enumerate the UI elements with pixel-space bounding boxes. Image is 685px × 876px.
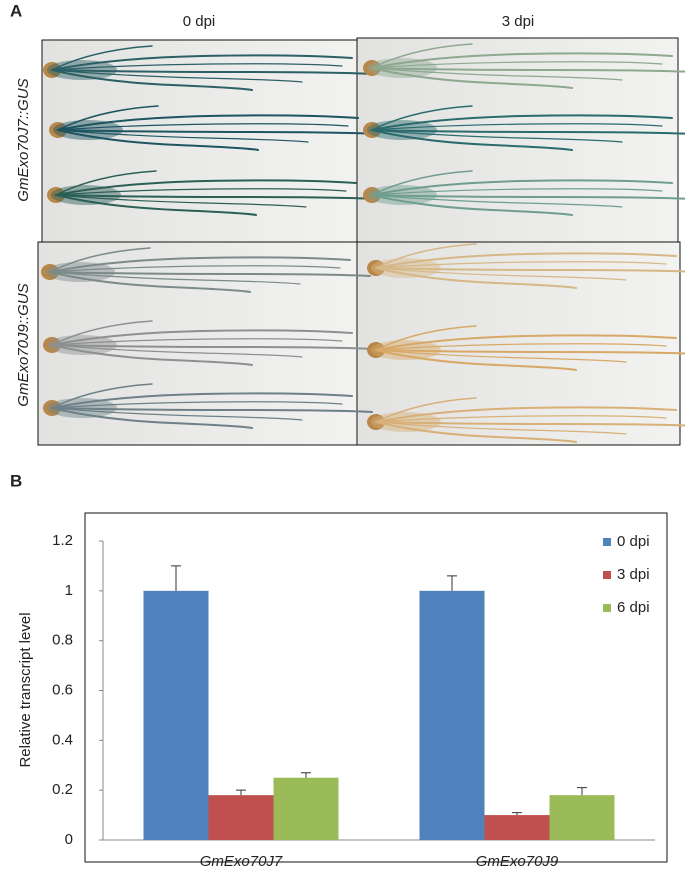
column-label: 3 dpi bbox=[502, 13, 535, 30]
legend-label: 3 dpi bbox=[617, 566, 650, 583]
row-label: GmExo70J7::GUS bbox=[15, 78, 32, 201]
y-tick-label: 1 bbox=[65, 582, 73, 599]
panel-label: A bbox=[10, 1, 22, 20]
chart-frame bbox=[84, 512, 668, 863]
error-bar bbox=[577, 787, 587, 796]
photos bbox=[37, 37, 685, 446]
bar bbox=[143, 590, 209, 840]
x-tick-label: GmExo70J7 bbox=[200, 853, 283, 870]
y-axis-label: Relative transcript level bbox=[17, 612, 34, 767]
y-tick-label: 1.2 bbox=[52, 532, 73, 549]
error-bar bbox=[512, 812, 522, 816]
legend-label: 0 dpi bbox=[617, 533, 650, 550]
bar bbox=[273, 777, 339, 840]
legend-swatch bbox=[603, 538, 611, 546]
legend-swatch bbox=[603, 604, 611, 612]
column-label: 0 dpi bbox=[183, 13, 216, 30]
legend-swatch bbox=[603, 571, 611, 579]
error-bar bbox=[301, 772, 311, 778]
row-label: GmExo70J9::GUS bbox=[15, 283, 32, 406]
bar bbox=[419, 590, 485, 840]
x-tick-label: GmExo70J9 bbox=[476, 853, 559, 870]
error-bar bbox=[447, 575, 457, 591]
legend-label: 6 dpi bbox=[617, 599, 650, 616]
bar bbox=[549, 795, 615, 840]
panel-label: B bbox=[10, 471, 22, 490]
bar bbox=[208, 795, 274, 840]
y-tick-label: 0.4 bbox=[52, 731, 73, 748]
bar bbox=[484, 815, 550, 840]
error-bar bbox=[171, 565, 181, 591]
y-tick-label: 0.6 bbox=[52, 681, 73, 698]
y-tick-label: 0 bbox=[65, 831, 73, 848]
y-tick-label: 0.2 bbox=[52, 781, 73, 798]
y-tick-label: 0.8 bbox=[52, 632, 73, 649]
error-bar bbox=[236, 789, 246, 796]
